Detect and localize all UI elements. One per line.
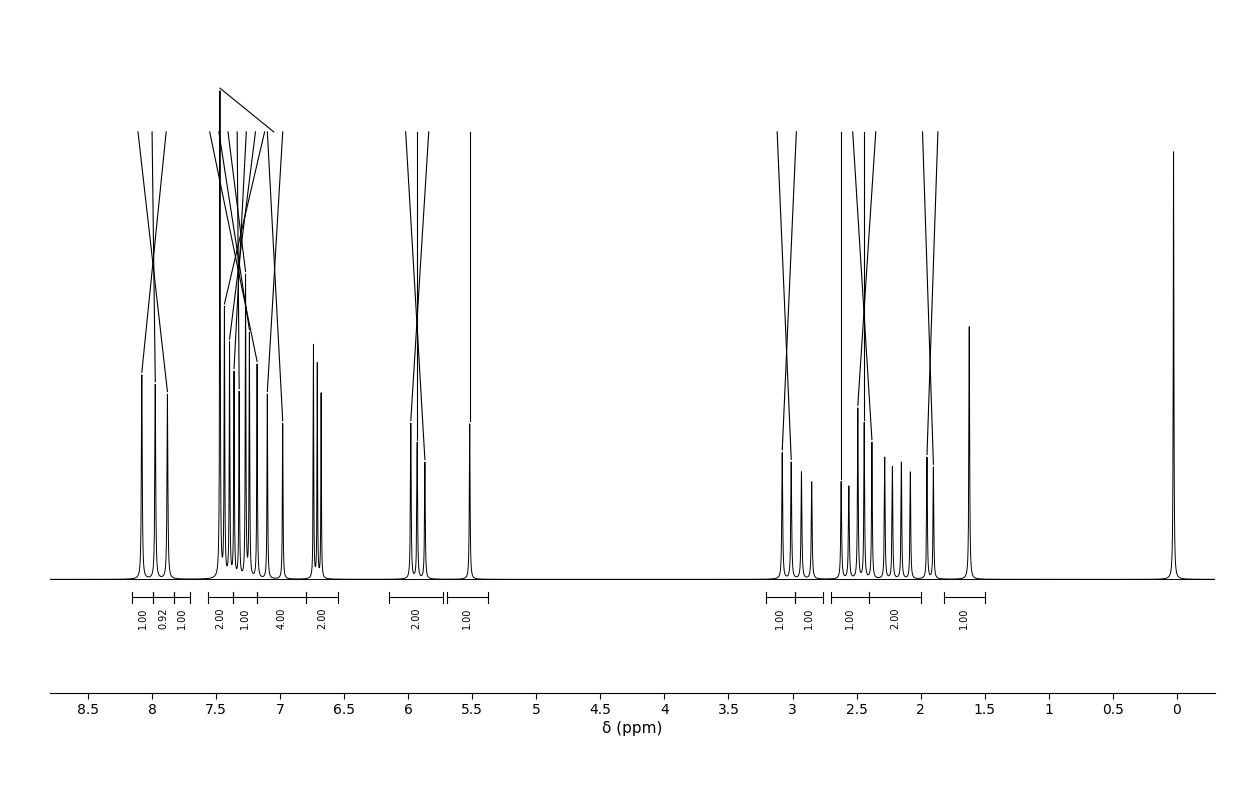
Text: 1.00: 1.00 xyxy=(138,607,148,629)
Text: 2.00: 2.00 xyxy=(216,607,226,629)
Text: 2.00: 2.00 xyxy=(316,607,327,629)
X-axis label: δ (ppm): δ (ppm) xyxy=(603,721,662,736)
Text: 2.00: 2.00 xyxy=(890,607,900,629)
Text: 1.00: 1.00 xyxy=(775,607,785,629)
Text: 1.00: 1.00 xyxy=(177,607,187,629)
Text: 1.00: 1.00 xyxy=(805,607,815,629)
Text: 4.00: 4.00 xyxy=(277,607,286,629)
Text: 0.92: 0.92 xyxy=(159,607,169,629)
Text: 1.00: 1.00 xyxy=(960,607,970,629)
Text: 1.00: 1.00 xyxy=(239,607,250,629)
Text: 1.00: 1.00 xyxy=(463,607,472,629)
Text: 1.00: 1.00 xyxy=(846,607,856,629)
Text: 2.00: 2.00 xyxy=(410,607,420,629)
